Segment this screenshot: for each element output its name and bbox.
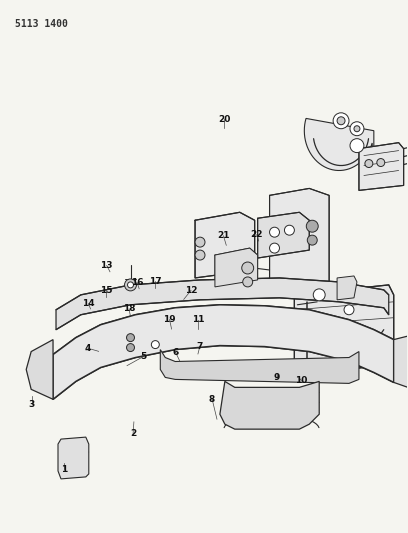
Circle shape (344, 305, 354, 315)
Text: 10: 10 (295, 376, 308, 385)
Polygon shape (56, 278, 389, 330)
Polygon shape (58, 437, 89, 479)
Polygon shape (220, 382, 319, 429)
Circle shape (350, 139, 364, 152)
Text: 4: 4 (84, 344, 91, 353)
Text: 15: 15 (100, 286, 112, 295)
Text: 9: 9 (274, 373, 280, 382)
Circle shape (284, 225, 295, 235)
Text: 5113 1400: 5113 1400 (15, 19, 68, 29)
Circle shape (306, 220, 318, 232)
Circle shape (365, 159, 373, 167)
Polygon shape (270, 188, 329, 295)
Text: 22: 22 (251, 230, 263, 239)
Text: 8: 8 (209, 394, 215, 403)
Circle shape (350, 122, 364, 136)
Circle shape (337, 117, 345, 125)
Text: 11: 11 (192, 315, 204, 324)
Text: 5: 5 (140, 352, 146, 361)
Text: 6: 6 (173, 348, 179, 357)
Circle shape (128, 282, 133, 288)
Text: 21: 21 (217, 231, 230, 240)
Circle shape (377, 158, 385, 166)
Text: 7: 7 (197, 342, 203, 351)
Polygon shape (337, 276, 357, 300)
Circle shape (195, 250, 205, 260)
Polygon shape (359, 143, 404, 190)
Circle shape (333, 113, 349, 129)
Text: 20: 20 (218, 115, 231, 124)
Text: 14: 14 (82, 299, 95, 308)
Circle shape (243, 277, 253, 287)
Text: 17: 17 (149, 277, 162, 286)
Circle shape (270, 243, 279, 253)
Text: 19: 19 (163, 315, 176, 324)
Circle shape (307, 235, 317, 245)
Text: 1: 1 (61, 465, 67, 473)
Circle shape (270, 227, 279, 237)
Circle shape (195, 237, 205, 247)
Polygon shape (257, 212, 309, 258)
Polygon shape (295, 285, 394, 375)
Polygon shape (26, 340, 53, 399)
Circle shape (124, 279, 136, 291)
Polygon shape (394, 335, 408, 389)
Circle shape (126, 344, 135, 352)
Text: 2: 2 (130, 429, 136, 438)
Text: 3: 3 (29, 400, 35, 409)
Polygon shape (195, 212, 255, 278)
Text: 16: 16 (131, 278, 143, 287)
Polygon shape (304, 118, 374, 171)
Text: 12: 12 (185, 286, 197, 295)
Circle shape (151, 341, 159, 349)
Text: 13: 13 (100, 261, 113, 270)
Polygon shape (160, 350, 359, 383)
Text: 18: 18 (123, 304, 135, 313)
Circle shape (126, 334, 135, 342)
Polygon shape (53, 305, 394, 399)
Circle shape (242, 262, 254, 274)
Polygon shape (215, 248, 257, 287)
Circle shape (354, 126, 360, 132)
Circle shape (313, 289, 325, 301)
